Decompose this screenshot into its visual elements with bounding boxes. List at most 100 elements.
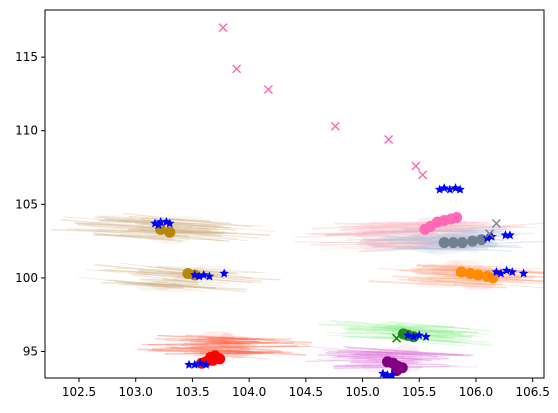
haze-blob: [370, 237, 395, 251]
haze-streak: [449, 228, 512, 233]
star-marker: [184, 359, 194, 369]
star-marker: [153, 219, 164, 229]
haze-blob: [198, 220, 220, 232]
haze-streak: [166, 267, 242, 275]
series-gray-x: [485, 218, 501, 239]
haze-streak: [347, 335, 467, 347]
haze-streak: [185, 334, 313, 344]
star-marker: [387, 370, 397, 378]
series-purple-dots: [381, 356, 408, 377]
haze-blob: [353, 231, 391, 237]
haze-streak: [151, 344, 299, 350]
haze-streak: [176, 222, 226, 226]
haze-streak: [416, 278, 544, 289]
haze-blob: [412, 244, 444, 254]
haze-streak: [433, 280, 487, 285]
haze-streak: [390, 228, 503, 234]
haze-streak: [416, 264, 491, 269]
haze-streak: [138, 229, 239, 240]
haze-streak: [342, 245, 386, 248]
haze-streak: [429, 264, 501, 268]
haze-blob: [433, 330, 448, 344]
haze-streak: [408, 246, 449, 250]
haze-streak: [85, 269, 197, 280]
haze-streak: [209, 340, 259, 343]
haze-streak: [357, 226, 470, 232]
plot-frame: [44, 9, 545, 379]
haze-streak: [184, 338, 308, 345]
haze-blob: [149, 231, 191, 244]
x-tick-label: 103.5: [175, 385, 209, 399]
haze-streak: [326, 230, 432, 237]
haze-streak: [128, 215, 186, 222]
data-point: [487, 272, 499, 284]
haze-streak: [321, 241, 410, 244]
star-marker: [505, 230, 515, 240]
haze-streak: [412, 230, 495, 237]
haze-streak: [384, 327, 434, 333]
haze-streak: [305, 359, 441, 362]
star-marker: [414, 330, 425, 340]
haze-streak: [403, 240, 438, 245]
haze-streak: [460, 230, 504, 233]
haze-streak: [170, 283, 223, 286]
haze-streak: [371, 245, 479, 252]
haze-blob: [351, 351, 382, 366]
haze-streak: [401, 322, 491, 332]
data-point: [456, 237, 468, 249]
haze-blob: [459, 220, 478, 235]
haze-streak: [164, 339, 250, 344]
haze-streak: [405, 229, 466, 233]
x-marker: [263, 84, 273, 94]
haze-blob: [383, 235, 430, 243]
haze-streak: [318, 323, 465, 334]
haze-streak: [324, 229, 412, 236]
x-marker: [218, 23, 228, 33]
haze-blob: [225, 347, 251, 355]
haze-blob: [446, 259, 484, 272]
x-marker: [392, 333, 402, 343]
haze-streak: [427, 246, 498, 250]
x-tick-label: 104.0: [232, 385, 266, 399]
haze-blob: [219, 348, 254, 358]
haze-streak: [294, 241, 439, 245]
haze-streak: [338, 225, 397, 232]
haze-streak: [409, 280, 495, 286]
x-tick-label: 104.5: [289, 385, 323, 399]
haze-streak: [132, 228, 258, 239]
haze-streak: [369, 325, 457, 330]
haze-streak: [342, 226, 391, 230]
haze-streak: [77, 223, 164, 233]
series-blue-stars: [150, 183, 529, 378]
haze-blob: [376, 350, 410, 357]
haze-blob: [191, 265, 232, 274]
star-marker: [518, 268, 529, 278]
data-point: [447, 237, 459, 249]
haze-streak: [165, 346, 243, 353]
haze-blob: [135, 223, 156, 233]
haze-streak: [380, 235, 461, 239]
haze-streak: [104, 269, 189, 276]
y-tick-label: 105: [15, 197, 38, 211]
haze-streak: [419, 268, 544, 275]
haze-streak: [359, 242, 407, 245]
haze-streak: [331, 357, 392, 361]
haze-streak: [364, 239, 433, 244]
haze-streak: [334, 355, 432, 361]
haze-streak: [349, 326, 478, 334]
haze-streak: [403, 224, 485, 231]
haze-blob: [397, 324, 445, 330]
haze-blob: [178, 227, 220, 237]
series-hotpink-dots: [419, 212, 463, 235]
haze-streak: [141, 278, 229, 284]
star-marker: [164, 218, 175, 228]
haze-streak: [173, 230, 223, 238]
haze-streak: [147, 342, 271, 346]
haze-streak: [439, 246, 479, 250]
haze-blob: [148, 280, 178, 290]
haze-streak: [179, 230, 225, 233]
haze-streak: [141, 226, 212, 232]
haze-streak: [166, 233, 248, 242]
haze-streak: [118, 219, 229, 229]
haze-streak: [346, 350, 445, 358]
